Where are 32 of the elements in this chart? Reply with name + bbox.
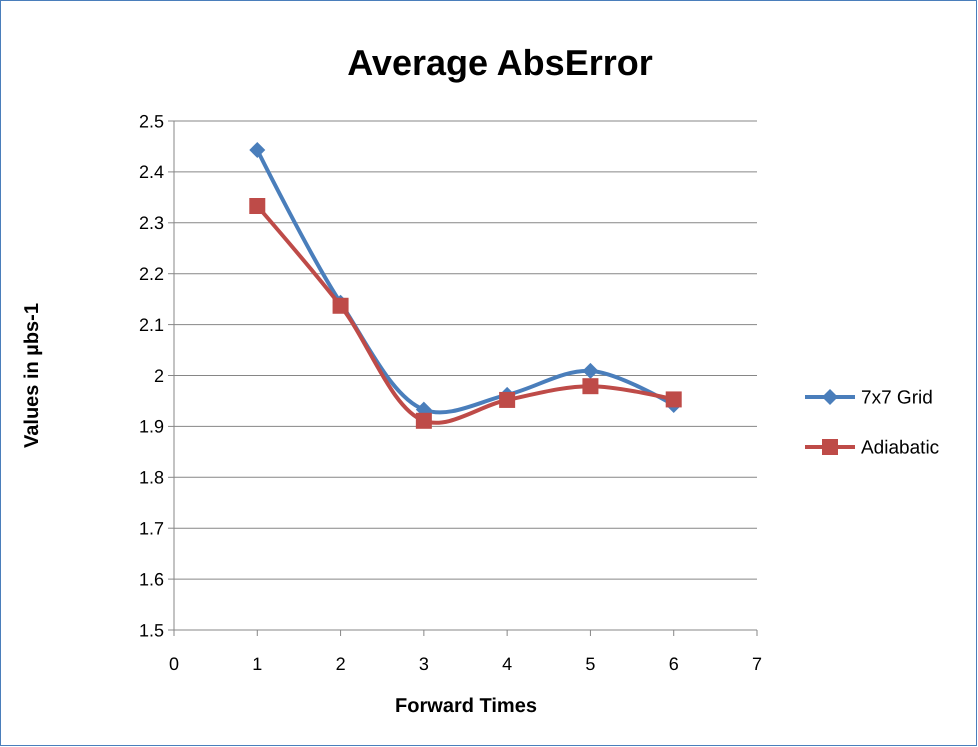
legend-label: Adiabatic <box>861 438 940 459</box>
y-tick-label: 2.2 <box>138 264 164 284</box>
legend-label: 7x7 Grid <box>861 388 933 409</box>
y-tick-label: 1.9 <box>138 416 164 437</box>
y-tick-label: 1.6 <box>138 569 164 590</box>
point <box>582 362 598 379</box>
y-tick-label: 1.7 <box>138 518 164 538</box>
y-tick-label: 2.3 <box>138 213 164 234</box>
x-tick-label: 5 <box>585 654 596 674</box>
point <box>249 142 266 158</box>
y-tick-label: 2.1 <box>138 314 164 335</box>
point <box>582 378 598 394</box>
x-tick-label: 6 <box>668 654 679 674</box>
x-tick-label: 4 <box>502 654 512 674</box>
x-tick-label: 2 <box>336 654 346 674</box>
y-tick-label: 2.5 <box>138 111 164 132</box>
point <box>416 412 432 429</box>
x-tick-label: 7 <box>752 654 762 674</box>
x-tick-label: 1 <box>252 654 262 674</box>
x-tick-label: 3 <box>418 654 429 674</box>
x-axis-title: Forward Times <box>395 695 537 717</box>
point <box>249 198 266 214</box>
point <box>666 391 682 408</box>
x-tick-label: 0 <box>168 654 180 674</box>
y-tick-label: 2 <box>154 366 164 386</box>
y-axis-title: Values in µbs-1 <box>21 303 43 448</box>
y-tick-label: 2.4 <box>138 162 164 182</box>
point <box>499 392 516 408</box>
point <box>332 298 349 314</box>
chart-title: Average AbsError <box>347 42 653 83</box>
y-tick-label: 1.8 <box>138 468 164 488</box>
y-tick-label: 1.5 <box>138 620 164 640</box>
